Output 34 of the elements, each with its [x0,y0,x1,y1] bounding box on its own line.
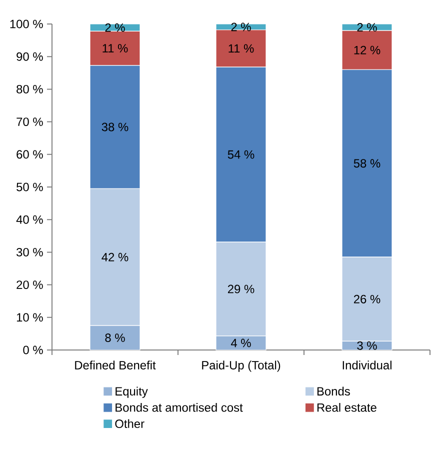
data-label: 11 % [102,44,128,52]
legend-label: Equity [116,386,148,398]
y-tick-label: 70 % [16,118,43,126]
data-label: 38 % [102,122,128,132]
y-tick-label: 50 % [16,182,43,192]
data-label: 2 % [231,22,251,32]
x-tick-label: Individual [342,360,392,370]
data-label: 2 % [357,23,377,32]
y-tick-label: 30 % [16,248,43,256]
y-tick-label: 100 % [10,20,43,28]
data-label: 29 % [228,284,254,294]
legend-label: Real estate [317,403,376,412]
y-tick-label: 60 % [16,150,43,159]
legend-label: Bonds at amortised cost [116,403,243,412]
y-tick-label: 0 % [23,346,43,354]
data-label: 12 % [354,46,380,54]
y-tick-label: 20 % [16,280,43,290]
data-label: 58 % [354,159,380,168]
data-label: 54 % [228,150,254,159]
y-tick-label: 90 % [16,52,43,61]
data-label: 3 % [357,341,377,350]
data-label: 2 % [105,23,125,32]
y-tick-label: 40 % [16,215,43,224]
y-tick-label: 10 % [16,313,43,322]
x-tick-label: Defined Benefit [75,360,156,370]
legend-label: Other [115,419,144,428]
data-label: 26 % [354,294,380,304]
y-tick-label: 80 % [16,84,43,94]
data-label: 11 % [228,44,254,53]
data-label: 42 % [102,252,128,262]
data-label: 4 % [230,338,251,348]
x-tick-label: Paid-Up (Total) [202,360,280,372]
legend-label: Bonds [317,386,350,396]
data-label: 8 % [105,334,125,342]
